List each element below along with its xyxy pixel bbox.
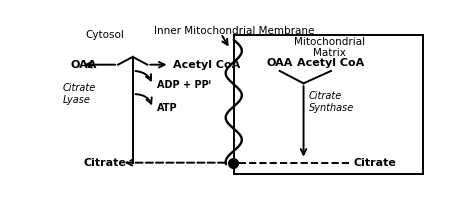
Text: ADP + PPᴵ: ADP + PPᴵ (156, 80, 210, 90)
Text: Acetyl CoA: Acetyl CoA (298, 58, 365, 68)
Text: Mitochondrial
Matrix: Mitochondrial Matrix (294, 37, 365, 58)
Text: Inner Mitochondrial Membrane: Inner Mitochondrial Membrane (154, 26, 314, 36)
Text: Citrate
Synthase: Citrate Synthase (309, 91, 354, 113)
Text: Citrate: Citrate (83, 158, 126, 168)
Text: OAA: OAA (266, 58, 293, 68)
Text: Cytosol: Cytosol (85, 31, 124, 40)
Text: OAA: OAA (70, 60, 97, 70)
Text: Citrate: Citrate (353, 158, 396, 168)
Text: ATP: ATP (156, 103, 177, 113)
Bar (234, 35, 423, 174)
Text: Citrate
Lyase: Citrate Lyase (63, 83, 96, 105)
Text: Acetyl CoA: Acetyl CoA (173, 60, 240, 70)
